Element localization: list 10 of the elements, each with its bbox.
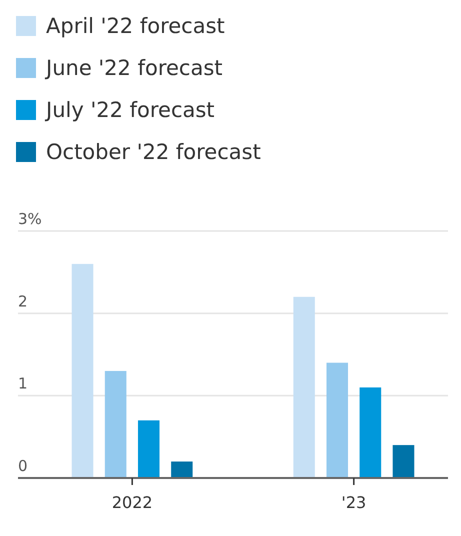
y-tick-label: 0 [18, 457, 28, 475]
y-tick-label: 3% [18, 210, 42, 228]
y-tick-label: 1 [18, 374, 28, 393]
x-tick-label: '23 [341, 493, 366, 512]
y-tick-label: 2 [18, 292, 28, 310]
legend-label: April '22 forecast [46, 14, 225, 38]
legend-label: June '22 forecast [44, 56, 223, 80]
legend-label: October '22 forecast [46, 140, 261, 164]
x-tick-label: 2022 [112, 493, 153, 512]
legend-label: July '22 forecast [44, 98, 215, 122]
